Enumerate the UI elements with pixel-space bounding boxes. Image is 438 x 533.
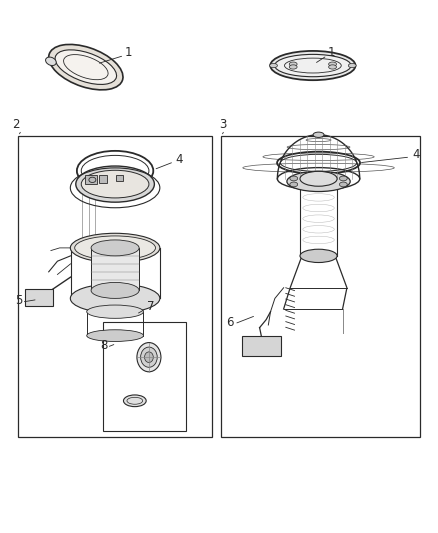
Ellipse shape [55,50,117,84]
Ellipse shape [289,65,297,69]
Ellipse shape [300,171,337,186]
Text: 1: 1 [125,46,133,59]
Bar [99,174,107,182]
Text: 8: 8 [100,339,108,352]
Ellipse shape [87,330,144,342]
Ellipse shape [313,132,324,138]
Bar [103,322,186,431]
Bar [91,248,139,290]
Ellipse shape [328,62,336,66]
Ellipse shape [275,54,351,77]
Ellipse shape [270,51,356,80]
Text: 7: 7 [147,300,155,313]
Ellipse shape [124,395,146,407]
Ellipse shape [91,282,139,298]
Ellipse shape [339,182,347,187]
Ellipse shape [91,240,139,256]
Ellipse shape [46,57,56,66]
Bar [221,136,420,437]
Ellipse shape [71,284,160,313]
Ellipse shape [141,347,157,367]
Ellipse shape [145,352,153,362]
Ellipse shape [290,182,298,187]
Ellipse shape [137,343,161,372]
Ellipse shape [289,62,297,66]
Bar [25,289,53,306]
Ellipse shape [269,63,277,68]
Ellipse shape [76,166,154,202]
Text: 4: 4 [175,153,183,166]
Ellipse shape [348,63,356,68]
Text: 5: 5 [15,294,23,306]
Bar [18,136,212,437]
Text: 3: 3 [219,118,226,131]
Ellipse shape [339,176,347,181]
Bar [117,175,123,181]
Text: 4: 4 [412,148,420,160]
Bar [242,336,282,356]
Ellipse shape [328,65,336,69]
Bar [85,174,97,184]
Ellipse shape [75,236,155,260]
Text: 6: 6 [226,316,233,329]
Ellipse shape [300,249,337,263]
Ellipse shape [290,176,298,181]
Text: 2: 2 [12,118,20,131]
Text: 1: 1 [328,46,336,59]
Ellipse shape [71,233,160,263]
Ellipse shape [81,170,149,198]
Ellipse shape [287,171,350,191]
Ellipse shape [87,305,144,318]
Ellipse shape [49,44,123,90]
